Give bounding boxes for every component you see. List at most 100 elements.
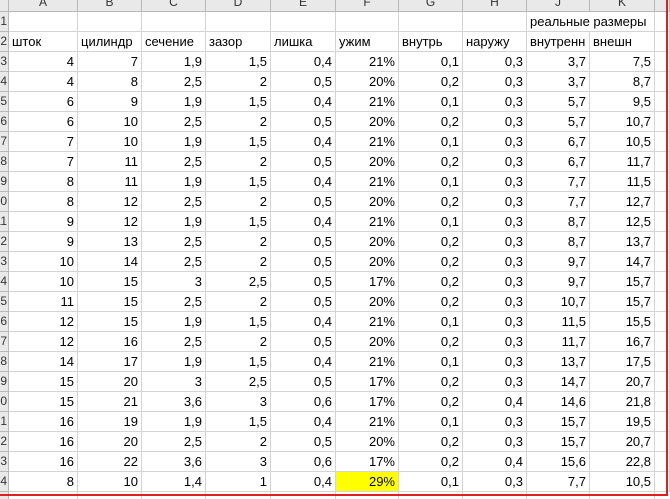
cell[interactable]: 2 (206, 232, 271, 252)
row-header[interactable]: 11 (0, 212, 9, 232)
cell[interactable]: 0,5 (271, 192, 336, 212)
cell[interactable]: 0,3 (463, 332, 527, 352)
cell[interactable]: 0,4 (271, 352, 336, 372)
cell[interactable]: 17% (336, 372, 399, 392)
cell[interactable]: 16,7 (590, 332, 655, 352)
cell[interactable]: 10,7 (590, 112, 655, 132)
row-header[interactable]: 18 (0, 352, 9, 372)
cell[interactable]: 6,7 (527, 152, 590, 172)
cell[interactable]: 0,3 (463, 272, 527, 292)
cell[interactable]: 0,5 (271, 112, 336, 132)
cell[interactable]: 2 (206, 112, 271, 132)
cell[interactable]: 0,4 (271, 212, 336, 232)
cell[interactable]: 3,7 (527, 72, 590, 92)
cell[interactable]: 8,7 (527, 232, 590, 252)
cell[interactable]: 3,7 (527, 52, 590, 72)
cell[interactable]: 17% (336, 272, 399, 292)
cell[interactable]: 20% (336, 252, 399, 272)
cell[interactable]: 21% (336, 352, 399, 372)
cell[interactable]: 0,2 (399, 72, 463, 92)
cell[interactable]: 1 (206, 472, 271, 492)
cell[interactable]: 0,2 (399, 192, 463, 212)
cell[interactable] (655, 272, 670, 292)
cell[interactable]: 2,5 (206, 372, 271, 392)
cell[interactable] (399, 492, 463, 499)
cell[interactable]: 21% (336, 212, 399, 232)
cell[interactable]: 0,2 (399, 292, 463, 312)
cell[interactable]: 17% (336, 392, 399, 412)
cell[interactable]: 2 (206, 252, 271, 272)
cell[interactable]: 1,9 (142, 352, 206, 372)
column-header[interactable]: E (271, 0, 336, 12)
cell[interactable] (655, 332, 670, 352)
cell[interactable]: 20% (336, 292, 399, 312)
cell[interactable]: 0,5 (271, 252, 336, 272)
cell[interactable]: 21,8 (590, 392, 655, 412)
cell[interactable] (655, 472, 670, 492)
cell[interactable]: 20% (336, 432, 399, 452)
cell[interactable] (206, 12, 271, 32)
cell[interactable]: 10,7 (527, 292, 590, 312)
cell[interactable]: 12 (9, 332, 78, 352)
cell[interactable]: 2 (206, 72, 271, 92)
cell[interactable]: 0,3 (463, 292, 527, 312)
cell[interactable]: 13,7 (590, 232, 655, 252)
cell[interactable]: 2,5 (142, 332, 206, 352)
cell[interactable]: 9,7 (527, 252, 590, 272)
cell[interactable]: 11 (78, 172, 142, 192)
cell[interactable]: 2,5 (142, 152, 206, 172)
cell[interactable]: 7,7 (527, 172, 590, 192)
cell[interactable]: 14,7 (590, 252, 655, 272)
cell[interactable]: 15,6 (527, 452, 590, 472)
cell[interactable] (655, 392, 670, 412)
cell[interactable]: 11,7 (527, 332, 590, 352)
cell[interactable] (271, 492, 336, 499)
cell[interactable]: 0,1 (399, 472, 463, 492)
cell[interactable]: 15,7 (590, 272, 655, 292)
cell[interactable]: 0,1 (399, 312, 463, 332)
row-header[interactable]: 5 (0, 92, 9, 112)
cell[interactable]: 1,9 (142, 52, 206, 72)
cell[interactable]: 4 (9, 72, 78, 92)
cell[interactable] (655, 252, 670, 272)
cell[interactable]: 0,5 (271, 232, 336, 252)
cell[interactable]: 0,2 (399, 232, 463, 252)
column-title[interactable]: внутренн (527, 32, 590, 52)
column-header[interactable]: A (9, 0, 78, 12)
cell[interactable]: 1,5 (206, 52, 271, 72)
cell[interactable] (655, 372, 670, 392)
cell[interactable]: 2,5 (206, 272, 271, 292)
cell[interactable]: 7 (78, 52, 142, 72)
cell[interactable]: 7,5 (590, 52, 655, 72)
cell[interactable]: 7 (9, 152, 78, 172)
cell[interactable]: 0,2 (399, 452, 463, 472)
cell[interactable] (655, 92, 670, 112)
cell[interactable] (78, 12, 142, 32)
cell[interactable] (655, 112, 670, 132)
cell[interactable]: 10 (78, 132, 142, 152)
cell[interactable] (655, 12, 670, 32)
row-header[interactable]: 22 (0, 432, 9, 452)
cell[interactable]: 1,9 (142, 132, 206, 152)
cell[interactable]: 1,5 (206, 352, 271, 372)
cell[interactable]: 1,5 (206, 132, 271, 152)
cell[interactable]: 0,4 (271, 412, 336, 432)
cell[interactable]: 0,4 (463, 452, 527, 472)
cell[interactable]: 8 (9, 172, 78, 192)
cell[interactable]: 0,3 (463, 312, 527, 332)
cell[interactable]: 12 (78, 212, 142, 232)
row-header[interactable]: 24 (0, 472, 9, 492)
cell[interactable]: 10,5 (590, 472, 655, 492)
cell[interactable]: 20% (336, 112, 399, 132)
cell[interactable]: 15,7 (527, 412, 590, 432)
cell[interactable] (271, 12, 336, 32)
row-header[interactable]: 10 (0, 192, 9, 212)
cell[interactable]: 9 (9, 212, 78, 232)
column-header[interactable]: D (206, 0, 271, 12)
cell[interactable] (655, 192, 670, 212)
cell[interactable]: 0,2 (399, 152, 463, 172)
row-header[interactable]: 7 (0, 132, 9, 152)
column-title[interactable]: внутрь (399, 32, 463, 52)
cell[interactable]: 0,4 (271, 132, 336, 152)
cell[interactable]: 21% (336, 312, 399, 332)
